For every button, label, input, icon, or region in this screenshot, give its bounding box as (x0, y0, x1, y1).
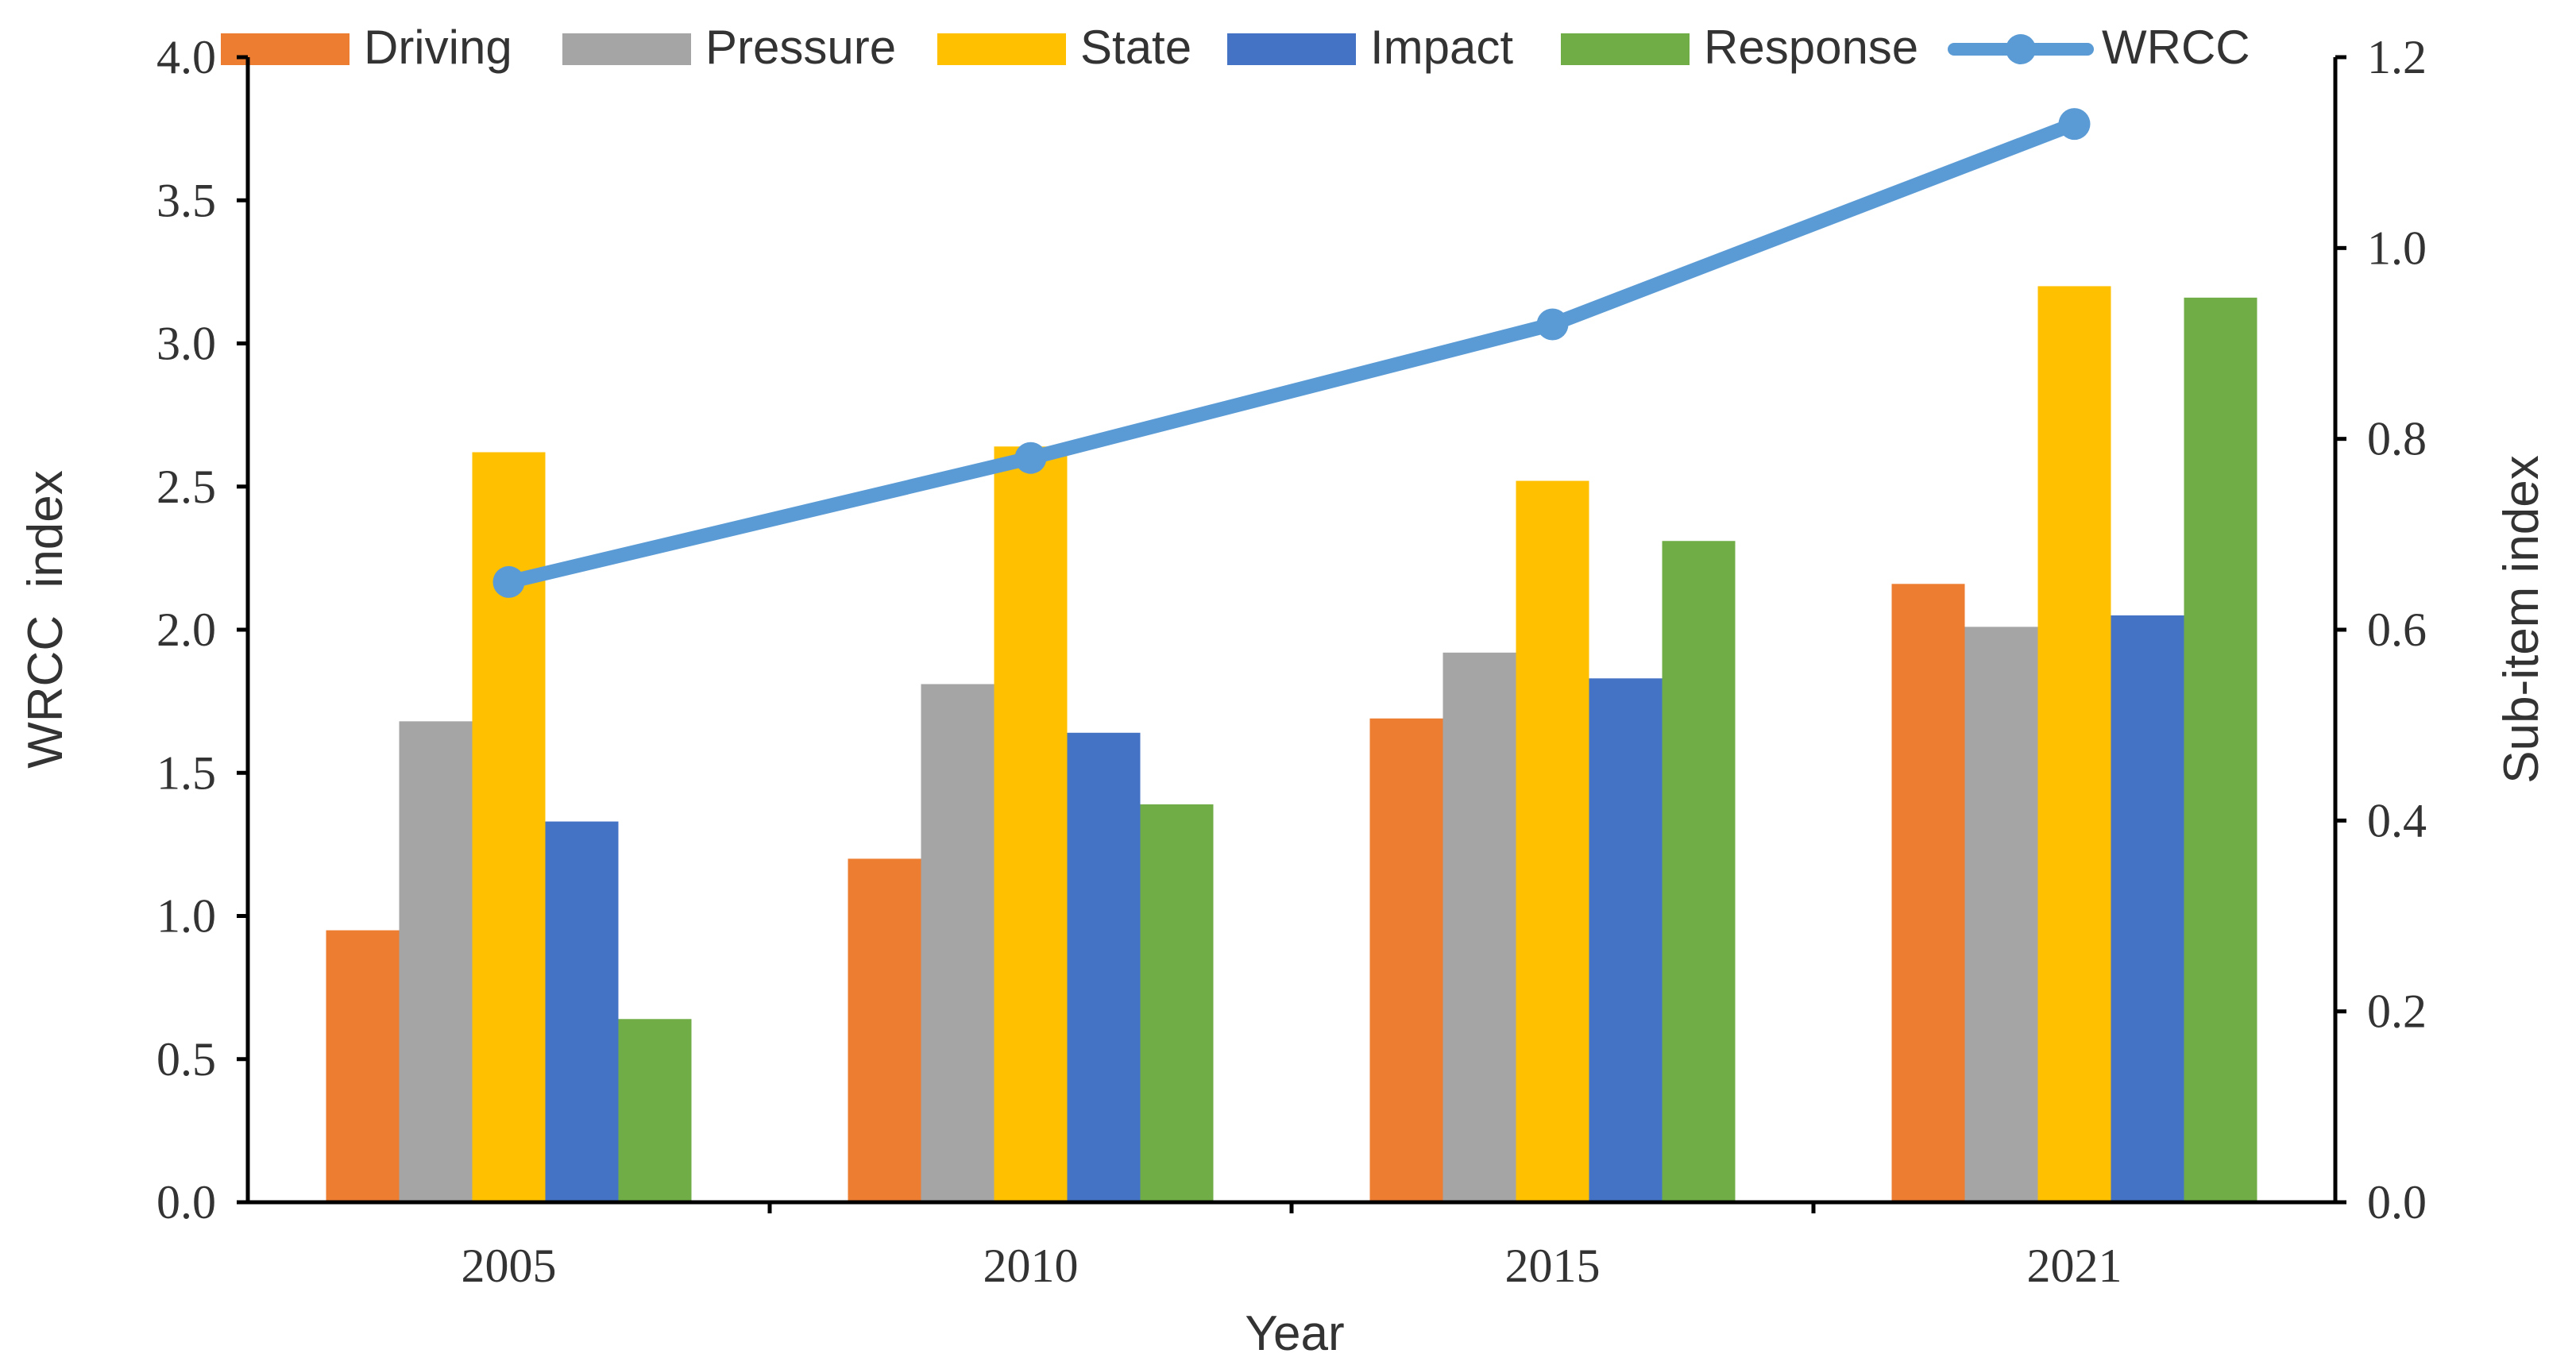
point-wrcc-2005 (492, 565, 525, 598)
bars (326, 286, 2257, 1202)
point-wrcc-2010 (1014, 442, 1047, 474)
bar-state-2015 (1516, 480, 1589, 1202)
x-tick-label: 2015 (1505, 1240, 1601, 1292)
y-left-tick-label: 1.0 (156, 890, 216, 943)
legend-label-response: Response (1704, 21, 1918, 74)
y-left-tick-label: 3.5 (156, 174, 216, 226)
legend-swatch-driving (221, 33, 350, 65)
y-left-tick-label: 3.0 (156, 318, 216, 370)
bar-response-2015 (1662, 541, 1736, 1202)
bar-impact-2015 (1589, 678, 1663, 1202)
y-left-tick-label: 0.0 (156, 1176, 216, 1228)
y-left-tick-label: 1.5 (156, 746, 216, 799)
legend-swatch-state (937, 33, 1066, 65)
y-right-tick-label: 0.4 (2367, 794, 2427, 846)
bar-impact-2005 (545, 821, 619, 1202)
legend-swatch-pressure (562, 33, 691, 65)
bar-response-2005 (618, 1019, 692, 1202)
legend-label-wrcc: WRCC (2102, 21, 2250, 74)
legend-label-pressure: Pressure (705, 21, 896, 74)
bar-pressure-2010 (921, 684, 994, 1202)
x-tick-label: 2021 (2027, 1240, 2122, 1292)
y-right-tick-label: 1.2 (2367, 31, 2427, 83)
bar-driving-2021 (1891, 584, 1965, 1202)
legend: Driving Pressure State Impact Response WRCC (221, 21, 2250, 74)
bar-state-2005 (472, 452, 546, 1202)
legend-item-pressure: Pressure (562, 21, 896, 74)
bar-pressure-2015 (1442, 652, 1516, 1202)
y-right-tick-label: 0.6 (2367, 604, 2427, 656)
x-tick-label: 2010 (983, 1240, 1079, 1292)
y-left-tick-label: 2.0 (156, 604, 216, 656)
bar-driving-2015 (1369, 718, 1443, 1202)
legend-label-impact: Impact (1370, 21, 1513, 74)
legend-label-driving: Driving (364, 21, 512, 74)
bar-state-2010 (994, 446, 1068, 1202)
wrcc-series (492, 108, 2091, 598)
y-right-tick-label: 0.8 (2367, 413, 2427, 465)
legend-label-state: State (1080, 21, 1191, 74)
y-right-tick-label: 0.0 (2367, 1176, 2427, 1228)
axes: 0.0 0.5 1.0 1.5 2.0 2.5 3.0 3.5 4.0 0.0 0.2 0.4 0.6 0… (156, 31, 2427, 1292)
y-right-tick-label: 1.0 (2367, 222, 2427, 274)
legend-item-driving: Driving (221, 21, 512, 74)
y-right-tick-label: 0.2 (2367, 985, 2427, 1038)
legend-swatch-impact (1227, 33, 1356, 65)
bar-state-2021 (2037, 286, 2111, 1202)
bar-driving-2010 (848, 858, 921, 1202)
point-wrcc-2021 (2058, 108, 2091, 141)
legend-item-response: Response (1561, 21, 1918, 74)
x-axis-title: Year (1245, 1306, 1344, 1361)
bar-response-2010 (1140, 804, 1214, 1202)
legend-item-state: State (937, 21, 1191, 74)
x-tick-label: 2005 (462, 1240, 557, 1292)
y-left-tick-label: 0.5 (156, 1033, 216, 1086)
y-left-tick-label: 4.0 (156, 31, 216, 83)
bar-pressure-2005 (399, 721, 473, 1202)
line-wrcc (501, 117, 2082, 589)
bar-driving-2005 (326, 930, 400, 1202)
legend-item-impact: Impact (1227, 21, 1513, 74)
y-axis-left-title: WRCC index (18, 470, 73, 769)
legend-swatch-marker-wrcc (2006, 34, 2036, 64)
y-left-tick-label: 2.5 (156, 461, 216, 513)
bar-pressure-2021 (1964, 627, 2038, 1202)
y-axis-right-title: Sub-item index (2494, 455, 2549, 784)
legend-item-wrcc: WRCC (1948, 21, 2250, 74)
bar-response-2021 (2184, 297, 2257, 1202)
bar-impact-2010 (1067, 732, 1141, 1202)
legend-swatch-response (1561, 33, 1690, 65)
bar-impact-2021 (2111, 615, 2184, 1202)
point-wrcc-2015 (1536, 308, 1569, 341)
